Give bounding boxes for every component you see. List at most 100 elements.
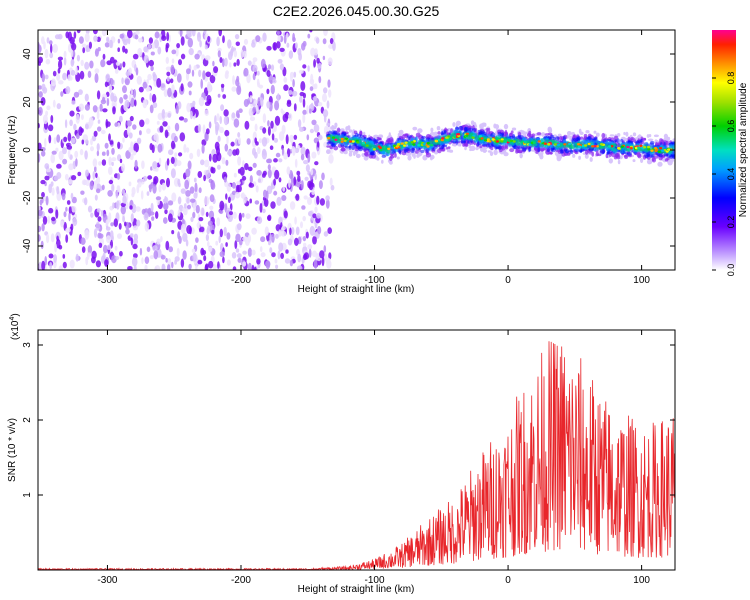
signal-point: [417, 139, 421, 145]
signal-peak: [404, 141, 408, 144]
noise-blob: [40, 179, 46, 185]
y-tick-label: 40: [22, 48, 33, 60]
noise-blob: [63, 56, 67, 66]
noise-blob: [69, 110, 75, 117]
signal-point: [594, 147, 599, 151]
signal-peak: [417, 144, 421, 147]
noise-blob: [180, 188, 186, 194]
noise-blob: [160, 254, 166, 260]
noise-blob: [132, 124, 137, 130]
colorbar-tick-label: 0.6: [726, 120, 736, 133]
noise-blob: [124, 78, 130, 86]
noise-blob: [219, 57, 223, 63]
y-tick-label: 20: [22, 96, 33, 108]
noise-blob: [62, 158, 68, 165]
noise-blob: [158, 184, 162, 193]
signal-point: [470, 131, 475, 134]
noise-blob: [175, 104, 179, 114]
noise-blob: [185, 147, 190, 153]
signal-peak: [395, 145, 399, 148]
noise-blob: [101, 151, 106, 156]
noise-blob: [291, 90, 298, 97]
noise-blob: [247, 60, 252, 66]
signal-peak: [478, 135, 483, 138]
noise-blob: [71, 175, 77, 181]
noise-blob: [302, 236, 307, 242]
noise-blob: [68, 163, 74, 171]
noise-blob: [155, 211, 159, 219]
noise-blob: [272, 79, 277, 84]
noise-blob: [144, 256, 150, 265]
signal-point: [512, 143, 515, 149]
noise-blob: [103, 244, 108, 254]
noise-blob: [295, 226, 300, 236]
signal-point: [541, 132, 546, 137]
signal-point: [367, 140, 373, 146]
signal-point: [509, 148, 515, 153]
signal-point: [421, 146, 426, 150]
noise-blob: [223, 176, 227, 183]
noise-blob: [146, 191, 150, 196]
x-tick-label: 0: [505, 575, 511, 586]
noise-blob: [207, 220, 213, 227]
noise-blob: [288, 90, 293, 95]
noise-blob: [212, 153, 218, 163]
noise-blob: [201, 139, 207, 146]
noise-blob: [231, 112, 236, 119]
noise-blob: [175, 47, 179, 57]
signal-point: [516, 135, 521, 139]
noise-blob: [111, 157, 117, 162]
noise-blob: [62, 147, 67, 155]
signal-point: [340, 134, 345, 138]
signal-point: [670, 149, 675, 154]
noise-blob: [144, 222, 149, 232]
signal-point: [479, 145, 483, 149]
noise-blob: [311, 151, 317, 159]
noise-blob: [143, 46, 149, 53]
signal-point: [458, 136, 462, 140]
noise-blob: [278, 177, 282, 183]
signal-point: [577, 136, 581, 141]
signal-point: [336, 135, 340, 138]
noise-blob: [329, 177, 333, 186]
signal-point: [590, 139, 593, 144]
signal-peak: [365, 144, 369, 147]
x-tick-label: -300: [97, 275, 117, 286]
signal-peak: [647, 148, 651, 151]
noise-blob: [146, 128, 151, 134]
noise-blob: [211, 229, 215, 235]
noise-blob: [65, 86, 71, 95]
noise-blob: [226, 259, 231, 266]
signal-point: [440, 141, 446, 146]
signal-point: [344, 141, 348, 147]
noise-blob: [152, 102, 158, 109]
noise-blob: [42, 114, 48, 125]
noise-blob: [265, 260, 271, 268]
noise-blob: [269, 247, 273, 254]
noise-blob: [197, 123, 202, 133]
noise-blob: [274, 258, 278, 264]
signal-point: [468, 127, 474, 132]
signal-point: [640, 157, 644, 163]
noise-blob: [213, 263, 217, 270]
noise-blob: [205, 71, 212, 78]
noise-blob: [216, 36, 220, 47]
noise-blob: [40, 240, 44, 250]
noise-blob: [237, 156, 242, 166]
signal-point: [481, 143, 487, 147]
signal-point: [591, 151, 594, 157]
noise-blob: [62, 261, 67, 269]
signal-point: [643, 137, 647, 141]
signal-point: [556, 153, 560, 159]
signal-point: [396, 156, 400, 160]
noise-blob: [305, 231, 309, 239]
signal-point: [385, 143, 390, 149]
signal-point: [394, 148, 398, 153]
noise-blob: [301, 180, 304, 190]
noise-blob: [142, 99, 148, 109]
noise-blob: [242, 50, 247, 59]
noise-blob: [237, 132, 241, 138]
noise-blob: [101, 184, 105, 191]
noise-blob: [262, 113, 267, 124]
signal-point: [555, 146, 559, 151]
